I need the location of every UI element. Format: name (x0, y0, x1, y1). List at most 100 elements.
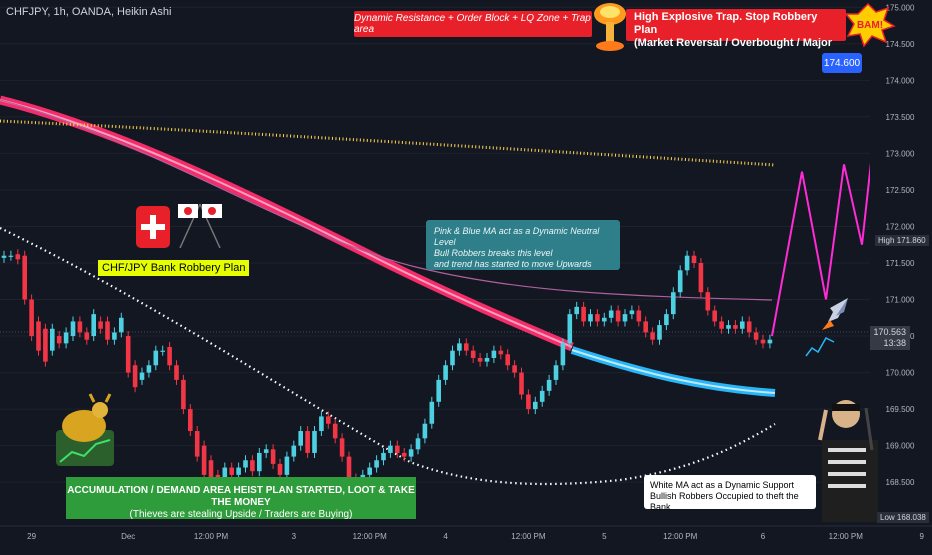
time-tick-label: 6 (761, 532, 766, 541)
candle-body (63, 332, 69, 344)
candle-body (608, 310, 614, 318)
candle-body (512, 365, 517, 373)
candle-body (208, 460, 214, 483)
neutral-note-line2: Bull Robbers breaks this level (434, 248, 553, 258)
candle-body (443, 365, 448, 380)
candle-body (760, 339, 766, 344)
candle-body (339, 438, 345, 457)
candle-body (50, 328, 55, 351)
high-value: 171.860 (896, 236, 926, 245)
high-label: High (878, 236, 895, 245)
candle-body (498, 350, 504, 355)
robber-icon (818, 400, 878, 522)
candle-body (395, 445, 400, 453)
candle-body (132, 365, 138, 388)
neutral-note-line3: and trend has started to move Upwards (434, 259, 592, 269)
support-note-line1: White MA act as a Dynamic Support (650, 480, 795, 490)
time-tick-label: 12:00 PM (511, 532, 546, 541)
candle-body (691, 255, 697, 263)
candle-body (146, 365, 152, 373)
heist-line2: (Thieves are stealing Upside / Traders a… (129, 509, 353, 520)
resistance-banner: Dynamic Resistance + Order Block + LQ Zo… (354, 11, 592, 37)
heist-line1: ACCUMULATION / DEMAND AREA HEIST PLAN ST… (67, 485, 415, 508)
price-tick-label: 174.000 (886, 76, 915, 85)
candle-body (546, 379, 552, 391)
candle-body (753, 332, 759, 340)
robbery-plan-label: CHF/JPY Bank Robbery Plan (98, 260, 250, 276)
candle-body (705, 292, 711, 311)
candle-body (567, 314, 573, 344)
candle-body (105, 321, 110, 340)
candle-body (560, 343, 566, 366)
bam-explosion-text: BAM! (857, 20, 883, 31)
candle-body (381, 452, 386, 461)
neutral-level-note: Pink & Blue MA act as a Dynamic Neutral … (426, 220, 620, 270)
candle-body (119, 317, 124, 333)
candle-body (284, 456, 290, 475)
candle-body (367, 467, 372, 475)
candle-body (429, 401, 435, 424)
trap-banner-line2: (Market Reversal / Overbought / Major (634, 37, 833, 49)
price-tick-label: 175.000 (886, 3, 915, 12)
high-price-tag: High 171.860 (875, 235, 929, 246)
candle-body (602, 317, 607, 322)
rocket-icon (805, 298, 848, 357)
candle-body (236, 467, 241, 475)
price-tick-label: 174.500 (886, 40, 915, 49)
price-axis: 168.500169.000169.500170.000170.500171.0… (870, 0, 932, 550)
candle-body (457, 343, 462, 351)
time-tick-label: 3 (292, 532, 297, 541)
target-price-tag: 174.600 (822, 53, 862, 73)
candle-body (622, 314, 628, 322)
candle-body (408, 449, 414, 457)
candle-body (167, 347, 172, 366)
candle-body (346, 456, 352, 479)
candle-body (222, 467, 228, 479)
candle-body (636, 310, 642, 322)
trap-banner-line1: High Explosive Trap. Stop Robbery Plan (634, 11, 818, 36)
price-tick-label: 171.500 (886, 259, 915, 268)
candle-body (139, 372, 145, 380)
candle-body (112, 332, 117, 340)
candle-body (470, 350, 476, 358)
candle-body (257, 452, 262, 472)
price-tick-label: 173.500 (886, 113, 915, 122)
low-value: 168.038 (896, 513, 926, 522)
time-tick-label: 12:00 PM (194, 532, 229, 541)
candle-body (533, 401, 538, 410)
candle-body (374, 460, 379, 468)
swiss-flag-icon (136, 206, 170, 248)
heist-plan-box: ACCUMULATION / DEMAND AREA HEIST PLAN ST… (66, 477, 416, 520)
time-tick-label: 29 (27, 532, 36, 541)
candle-body (671, 292, 676, 315)
candle-body (263, 449, 269, 453)
candle-body (767, 339, 773, 344)
candle-body (581, 306, 586, 322)
price-tick-label: 171.000 (886, 296, 915, 305)
blue-moving-average-core (571, 349, 776, 394)
candle-body (160, 350, 165, 352)
symbol-title: CHFJPY, 1h, OANDA, Heikin Ashi (6, 6, 172, 18)
candle-body (36, 321, 41, 351)
candle-body (312, 431, 317, 453)
time-tick-label: 12:00 PM (663, 532, 698, 541)
bam-explosion-icon (844, 2, 896, 48)
candle-body (491, 350, 497, 358)
dynamic-support-note: White MA act as a Dynamic Support Bullis… (644, 475, 816, 512)
price-tick-label: 169.000 (886, 442, 915, 451)
candle-body (291, 445, 297, 457)
price-tick-label: 172.500 (886, 186, 915, 195)
current-price-value: 170.563 (873, 327, 906, 337)
candle-body (664, 314, 669, 326)
price-tick-label: 172.000 (886, 222, 915, 231)
candle-body (229, 467, 234, 475)
candle-body (615, 310, 621, 322)
candle-body (477, 357, 483, 362)
candle-body (201, 445, 207, 475)
candle-body (595, 314, 600, 322)
candle-body (436, 379, 441, 402)
candle-body (277, 463, 283, 475)
current-price-box: 170.563 13:38 (870, 326, 910, 350)
candle-body (332, 423, 338, 439)
